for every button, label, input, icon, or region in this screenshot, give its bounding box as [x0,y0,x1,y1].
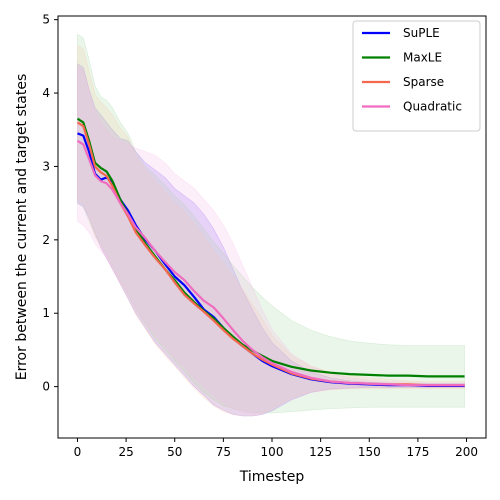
legend: SuPLE MaxLE Sparse Quadratic [352,20,481,132]
x-tick-label: 25 [118,445,133,459]
y-tick-label: 5 [42,13,50,27]
x-axis-ticks: 0 25 50 75 100 125 150 175 200 [74,438,478,459]
band-quadratic [77,66,465,415]
x-tick-label: 125 [309,445,332,459]
y-axis-label: Error between the current and target sta… [14,74,30,381]
band-sparse [77,44,465,417]
y-tick-label: 4 [42,86,50,100]
x-axis-label: Timestep [239,469,305,485]
line-quadratic [76,139,465,387]
x-tick-label: 150 [358,445,381,459]
y-tick-label: 3 [42,159,50,173]
legend-label-sparse: Sparse [403,75,444,89]
x-tick-label: 200 [455,445,478,459]
y-tick-label: 2 [42,233,50,247]
legend-label-suple: SuPLE [403,26,440,40]
series-lines [76,117,465,387]
y-tick-label: 1 [42,306,50,320]
x-tick-label: 0 [74,445,82,459]
x-tick-label: 75 [216,445,231,459]
band-maxle [77,33,465,414]
x-tick-label: 50 [167,445,182,459]
x-tick-label: 100 [261,445,284,459]
legend-label-maxle: MaxLE [403,51,442,65]
legend-box [352,20,481,132]
legend-label-quadratic: Quadratic [403,100,462,114]
line-maxle [76,117,465,378]
band-suple [77,63,465,417]
confidence-bands [77,33,465,417]
x-tick-label: 175 [406,445,429,459]
y-tick-label: 0 [42,380,50,394]
y-axis-ticks: 0 1 2 3 4 5 [42,13,58,394]
